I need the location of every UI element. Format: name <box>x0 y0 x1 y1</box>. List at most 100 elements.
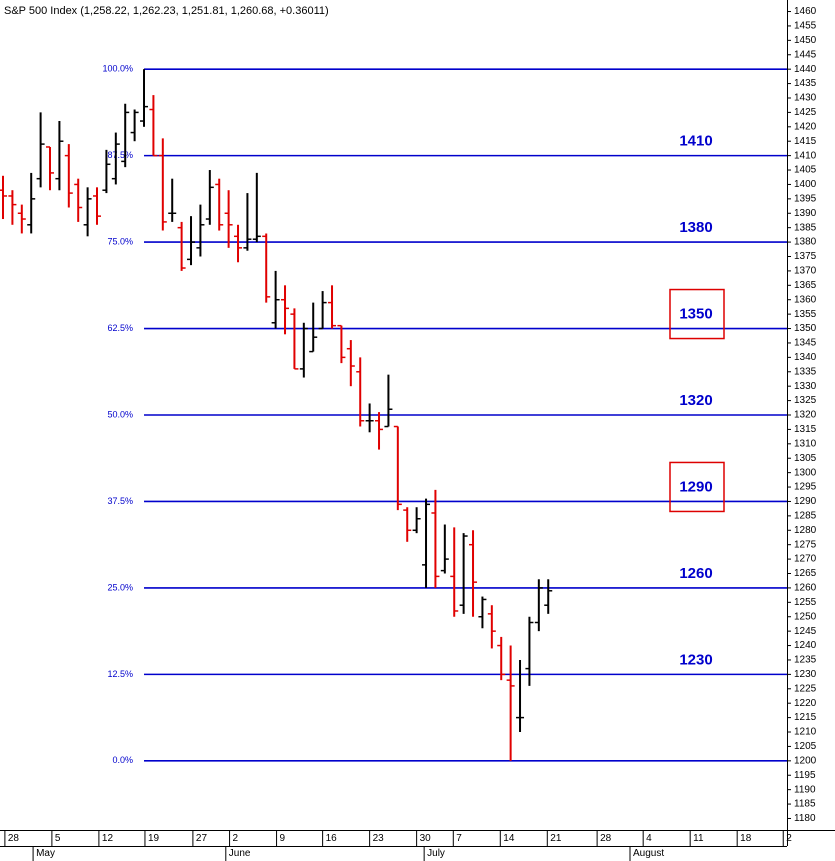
y-tick-label: 1235 <box>794 655 817 666</box>
y-tick-label: 1200 <box>794 755 817 766</box>
y-tick-label: 1280 <box>794 525 817 536</box>
x-tick-label: 12 <box>102 833 114 844</box>
month-label: August <box>633 848 664 859</box>
y-tick-label: 1225 <box>794 683 817 694</box>
y-tick-label: 1320 <box>794 410 817 421</box>
y-tick-label: 1415 <box>794 136 817 147</box>
y-tick-label: 1335 <box>794 366 817 377</box>
level-value-label: 1320 <box>679 392 712 409</box>
y-tick-label: 1305 <box>794 453 817 464</box>
y-tick-label: 1450 <box>794 35 817 46</box>
y-tick-label: 1285 <box>794 511 817 522</box>
y-tick-label: 1290 <box>794 496 817 507</box>
y-tick-label: 1340 <box>794 352 817 363</box>
y-tick-label: 1265 <box>794 568 817 579</box>
y-tick-label: 1420 <box>794 121 817 132</box>
level-value-label: 1350 <box>679 306 712 323</box>
x-tick-label: 5 <box>55 833 61 844</box>
y-tick-label: 1440 <box>794 64 817 75</box>
y-tick-label: 1350 <box>794 323 817 334</box>
level-percent: 37.5% <box>107 496 133 506</box>
y-tick-label: 1385 <box>794 222 817 233</box>
y-tick-label: 1300 <box>794 467 817 478</box>
x-tick-label: 30 <box>420 833 432 844</box>
y-tick-label: 1400 <box>794 179 817 190</box>
level-box <box>669 461 725 513</box>
y-tick-label: 1245 <box>794 626 817 637</box>
y-tick-label: 1240 <box>794 640 817 651</box>
y-tick-label: 1430 <box>794 93 817 104</box>
x-tick-label: 27 <box>196 833 208 844</box>
level-value-label: 1410 <box>679 133 712 150</box>
level-percent: 100.0% <box>102 64 133 74</box>
x-tick-label: 2 <box>233 833 239 844</box>
y-tick-label: 1260 <box>794 583 817 594</box>
month-label: July <box>427 848 445 859</box>
x-tick-label: 4 <box>646 833 652 844</box>
y-tick-label: 1180 <box>794 813 816 824</box>
y-tick-label: 1215 <box>794 712 817 723</box>
y-tick-label: 1455 <box>794 21 817 32</box>
level-value-label: 1260 <box>679 565 712 582</box>
y-tick-label: 1325 <box>794 395 817 406</box>
y-tick-label: 1330 <box>794 381 817 392</box>
y-tick-label: 1375 <box>794 251 817 262</box>
y-tick-label: 1445 <box>794 49 817 60</box>
y-tick-label: 1425 <box>794 107 817 118</box>
y-tick-label: 1275 <box>794 539 817 550</box>
y-tick-label: 1365 <box>794 280 817 291</box>
x-tick-label: 2 <box>786 833 792 844</box>
y-tick-label: 1185 <box>794 799 816 810</box>
level-percent: 25.0% <box>107 582 133 592</box>
x-tick-label: 23 <box>373 833 385 844</box>
y-tick-label: 1220 <box>794 698 817 709</box>
x-tick-label: 14 <box>503 833 515 844</box>
y-tick-label: 1315 <box>794 424 817 435</box>
level-value-label: 1290 <box>679 478 712 495</box>
level-value-label: 1380 <box>679 219 712 236</box>
y-tick-label: 1205 <box>794 741 817 752</box>
y-tick-label: 1410 <box>794 150 817 161</box>
y-tick-label: 1395 <box>794 193 817 204</box>
x-tick-label: 21 <box>550 833 562 844</box>
y-tick-label: 1355 <box>794 309 817 320</box>
level-box <box>669 288 725 340</box>
y-tick-label: 1210 <box>794 727 817 738</box>
chart-title: S&P 500 Index (1,258.22, 1,262.23, 1,251… <box>4 5 329 17</box>
y-tick-label: 1295 <box>794 482 817 493</box>
y-tick-label: 1360 <box>794 294 817 305</box>
y-tick-label: 1310 <box>794 438 817 449</box>
y-tick-label: 1435 <box>794 78 817 89</box>
level-percent: 12.5% <box>107 669 133 679</box>
level-percent: 75.0% <box>107 236 133 246</box>
y-tick-label: 1195 <box>794 770 816 781</box>
x-tick-label: 18 <box>740 833 752 844</box>
y-tick-label: 1345 <box>794 338 817 349</box>
y-tick-label: 1370 <box>794 266 817 277</box>
x-tick-label: 28 <box>8 833 20 844</box>
y-tick-label: 1390 <box>794 208 817 219</box>
y-tick-label: 1405 <box>794 165 817 176</box>
month-label: June <box>229 848 251 859</box>
y-tick-label: 1190 <box>794 784 816 795</box>
y-tick-label: 1270 <box>794 554 817 565</box>
level-value-label: 1230 <box>679 651 712 668</box>
x-tick-label: 9 <box>280 833 286 844</box>
y-tick-label: 1255 <box>794 597 817 608</box>
month-label: May <box>36 848 55 859</box>
x-tick-label: 28 <box>600 833 612 844</box>
level-percent: 62.5% <box>107 323 133 333</box>
level-percent: 87.5% <box>107 150 133 160</box>
x-tick-label: 7 <box>456 833 462 844</box>
y-tick-label: 1380 <box>794 237 817 248</box>
y-tick-label: 1460 <box>794 6 817 17</box>
level-percent: 50.0% <box>107 409 133 419</box>
x-tick-label: 11 <box>693 833 704 844</box>
level-percent: 0.0% <box>112 755 133 765</box>
x-tick-label: 16 <box>326 833 338 844</box>
x-tick-label: 19 <box>148 833 160 844</box>
y-tick-label: 1250 <box>794 611 817 622</box>
